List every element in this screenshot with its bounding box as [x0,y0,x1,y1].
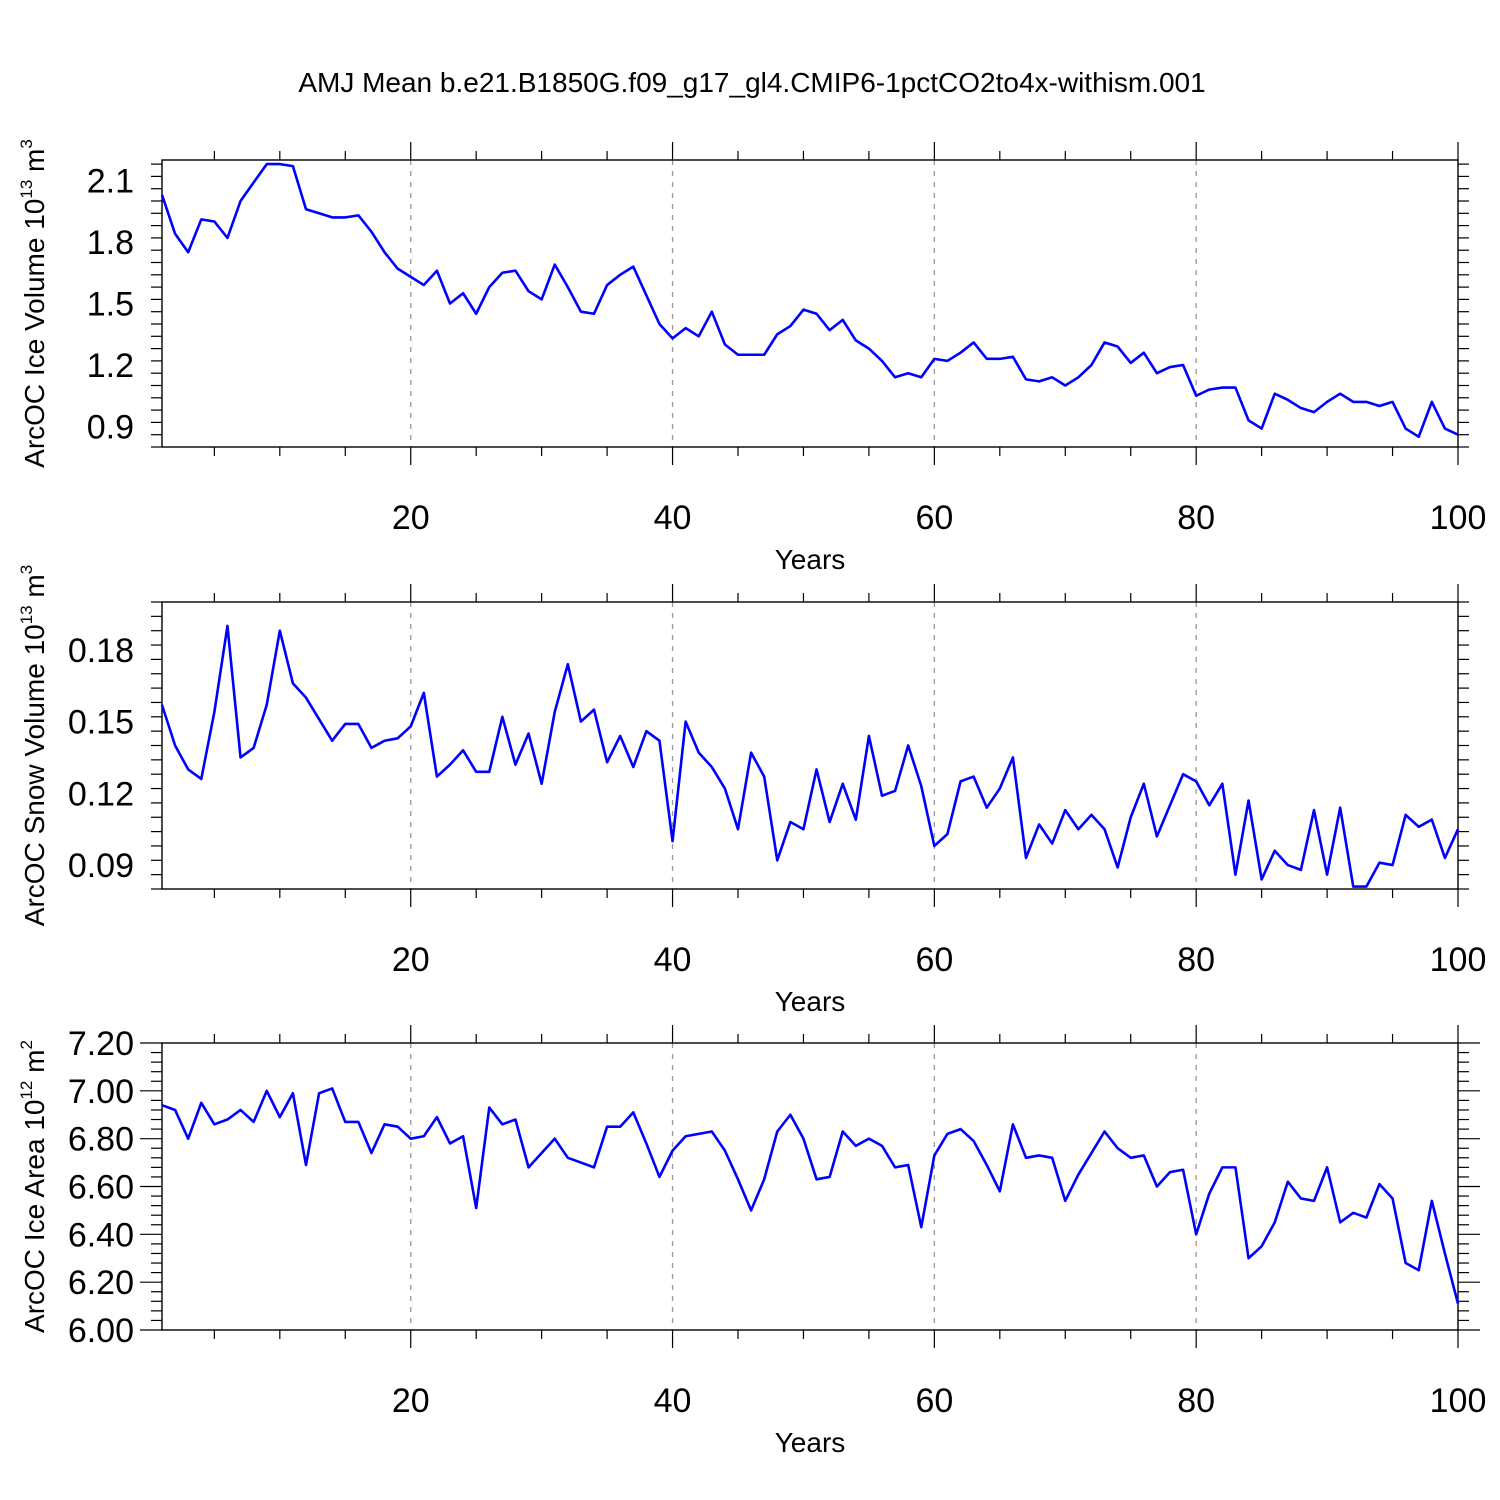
panel-2-y-tick-label: 0.18 [68,632,134,670]
panel-3-y-tick-label: 7.00 [68,1073,134,1111]
panel-3-x-tick-label: 40 [654,1382,692,1420]
panel-3-y-tick-label: 6.40 [68,1216,134,1254]
panel-3-x-tick-label: 80 [1177,1382,1215,1420]
panel-3-y-tick-label: 6.60 [68,1169,134,1207]
panel-1-x-tick-label: 40 [654,499,692,537]
panel-3-y-tick-label: 6.00 [68,1312,134,1350]
panel-3-x-axis-label: Years [775,1427,846,1458]
panel-2-x-tick-label: 60 [915,941,953,979]
panel-3-x-tick-label: 20 [392,1382,430,1420]
panel-1-series-line-1 [160,162,1459,439]
panel-1-y-tick-label: 1.5 [87,286,134,324]
panel-3-y-axis-label: ArcOC Ice Area 1012 m2 [17,1040,50,1333]
panel-3-y-tick-label: 6.80 [68,1121,134,1159]
panel-1-x-tick-label: 80 [1177,499,1215,537]
panel-1-x-tick-label: 20 [392,499,430,537]
panel-2-y-tick-label: 0.12 [68,775,134,813]
panel-2-x-tick-label: 20 [392,941,430,979]
panel-3-x-tick-label: 100 [1430,1382,1487,1420]
panel-3-y-tick-label: 6.20 [68,1264,134,1302]
panel-2-y-tick-label: 0.15 [68,704,134,742]
panel-1-x-tick-label: 60 [915,499,953,537]
panel-2-x-axis-label: Years [775,986,846,1017]
panel-3-plot-frame [161,1042,1459,1331]
chart-panel-2: 20 40 60 80 100 0.09 0.12 0.15 0.18 Years ArcOC Sn… [17,565,1486,1017]
panel-3-y-tick-label: 7.20 [68,1025,134,1063]
chart-panel-3: 20 40 60 80 100 6.00 6.20 6.40 6.60 6.80 7.00 7.20 Y… [17,1025,1486,1458]
panel-1-x-tick-label: 100 [1430,499,1487,537]
panel-2-x-tick-label: 40 [654,941,692,979]
panel-2-x-tick-label: 100 [1430,941,1487,979]
panel-1-y-axis-label: ArcOC Ice Volume 1013 m3 [17,139,50,468]
panel-2-y-axis-label: ArcOC Snow Volume 1013 m3 [17,565,50,926]
panels: 20 40 60 80 100 0.9 1.2 1.5 1.8 2.1 Years ArcOC Ice… [17,139,1486,1458]
figure-title: AMJ Mean b.e21.B1850G.f09_g17_gl4.CMIP6-… [298,67,1205,98]
panel-2-x-tick-label: 80 [1177,941,1215,979]
panel-1-y-tick-label: 2.1 [87,163,134,201]
panel-1-plot-frame [161,159,1459,448]
panel-2-y-tick-label: 0.09 [68,847,134,885]
panel-3-x-tick-label: 60 [915,1382,953,1420]
panel-2-series-line-1 [160,624,1460,888]
panel-1-y-tick-label: 0.9 [87,409,134,447]
chart-panel-1: 20 40 60 80 100 0.9 1.2 1.5 1.8 2.1 Years ArcOC Ice… [17,139,1486,575]
panel-1-y-tick-label: 1.8 [87,224,134,262]
panel-3-series-line-1 [161,1087,1460,1305]
panel-2-plot-frame [161,601,1459,890]
panel-1-y-tick-label: 1.2 [87,347,134,385]
panel-1-x-axis-label: Years [775,544,846,575]
